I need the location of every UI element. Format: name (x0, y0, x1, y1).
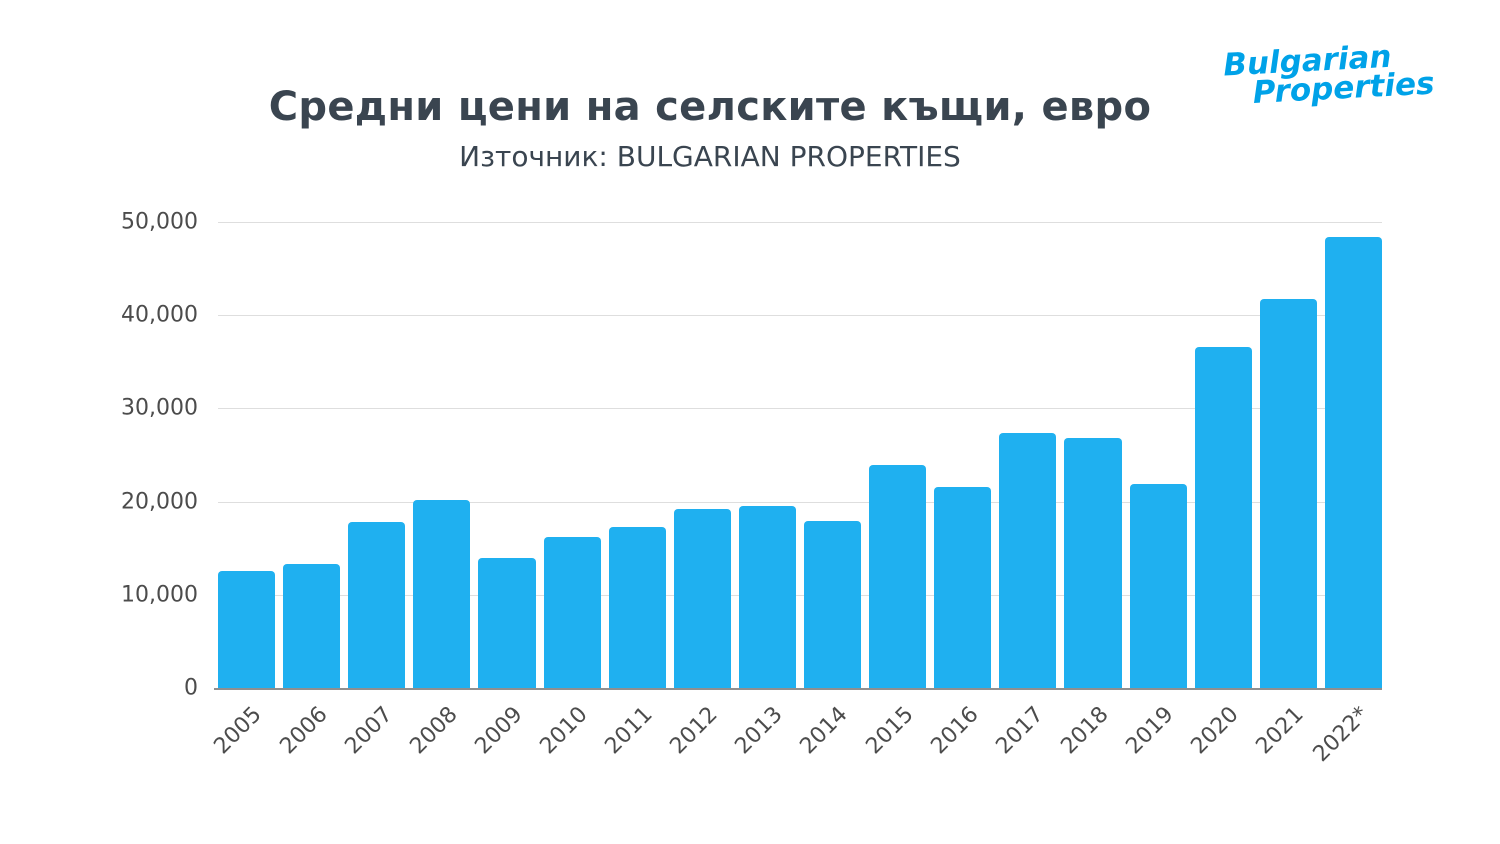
bar-column (738, 222, 796, 688)
x-tick-label: 2012 (665, 702, 723, 760)
y-tick-label: 20,000 (121, 489, 198, 515)
bulgarian-properties-logo: Bulgarian Properties (1223, 39, 1436, 112)
bar-column (673, 222, 731, 688)
x-tick-cell: 2007 (340, 690, 405, 810)
bar-column (999, 222, 1057, 688)
bar-2021 (1259, 299, 1317, 688)
x-tick-label: 2005 (209, 702, 268, 760)
x-tick-label: 2017 (991, 702, 1049, 760)
gridline (218, 315, 1382, 317)
bar-column (478, 222, 536, 688)
bar-2014 (803, 521, 862, 688)
x-tick-cell: 2020 (1186, 690, 1252, 810)
chart-header: Средни цени на селските къщи, евро Източ… (0, 84, 1420, 173)
bar-column (283, 222, 341, 688)
x-tick-cell: 2015 (861, 690, 926, 810)
bar-2005 (218, 570, 276, 688)
bar-2006 (283, 564, 341, 688)
x-tick-cell: 2010 (535, 690, 601, 810)
plot-area (214, 222, 1382, 690)
gridline (218, 594, 1382, 596)
bars (218, 222, 1382, 688)
x-tick-label: 2011 (600, 702, 658, 760)
bar-2013 (738, 506, 796, 688)
bar-column (869, 222, 927, 688)
x-tick-label: 2007 (340, 702, 398, 760)
x-tick-label: 2013 (730, 702, 788, 760)
x-tick-label: 2006 (274, 702, 333, 760)
gridline (218, 501, 1382, 503)
x-tick-cell: 2009 (470, 690, 535, 810)
x-tick-label: 2010 (535, 702, 593, 760)
bar-column (543, 222, 601, 688)
x-tick-label: 2015 (860, 702, 919, 760)
x-tick-label: 2009 (470, 702, 528, 760)
y-tick-label: 50,000 (121, 209, 198, 235)
x-tick-label: 2018 (1056, 702, 1114, 760)
bar-2009 (478, 558, 536, 688)
bar-column (803, 222, 862, 688)
bar-2015 (869, 465, 927, 688)
x-tick-cell: 2016 (926, 690, 991, 810)
bar-2011 (608, 526, 666, 688)
x-tick-cell: 2019 (1121, 690, 1187, 810)
bar-column (348, 222, 406, 688)
bar-2022 (1324, 236, 1382, 688)
y-tick-label: 40,000 (121, 302, 198, 328)
bar-2020 (1194, 346, 1252, 688)
chart-title: Средни цени на селските къщи, евро (268, 84, 1152, 130)
x-axis-line (214, 688, 1382, 690)
bar-2012 (673, 509, 731, 688)
bar-2008 (413, 499, 471, 688)
bar-2007 (348, 522, 406, 688)
y-tick-label: 10,000 (121, 582, 198, 608)
x-tick-cell: 2014 (796, 690, 861, 810)
x-tick-cell: 2012 (666, 690, 731, 810)
chart-subtitle: Източник: BULGARIAN PROPERTIES (459, 140, 961, 173)
y-axis-labels: 0 10,000 20,000 30,000 40,000 50,000 (0, 210, 198, 701)
y-tick-label: 30,000 (121, 395, 198, 421)
x-tick-label: 2016 (926, 702, 984, 760)
bar-column (1064, 222, 1122, 688)
x-tick-label: 2022* (1308, 702, 1374, 768)
bar-column (413, 222, 471, 688)
x-tick-label: 2014 (795, 702, 854, 760)
gridline (218, 408, 1382, 410)
bar-2018 (1064, 438, 1122, 688)
x-tick-cell: 2018 (1056, 690, 1121, 810)
bar-2019 (1129, 483, 1187, 688)
x-tick-label: 2021 (1251, 702, 1309, 760)
gridline (218, 222, 1382, 223)
bar-column (1324, 222, 1382, 688)
x-tick-cell: 2011 (600, 690, 666, 810)
bar-column (1194, 222, 1252, 688)
x-tick-cell: 2005 (210, 690, 275, 810)
gridlines (218, 222, 1382, 688)
bar-column (218, 222, 276, 688)
x-tick-label: 2020 (1186, 702, 1244, 760)
x-tick-cell: 2022* (1309, 690, 1382, 810)
bar-column (608, 222, 666, 688)
x-tick-cell: 2006 (275, 690, 340, 810)
y-tick-label: 0 (184, 675, 198, 701)
bar-column (1129, 222, 1187, 688)
x-tick-cell: 2013 (731, 690, 796, 810)
bar-2010 (543, 537, 601, 688)
bar-column (1259, 222, 1317, 688)
x-tick-label: 2019 (1121, 702, 1179, 760)
x-tick-cell: 2017 (991, 690, 1056, 810)
x-tick-label: 2008 (405, 702, 463, 760)
x-tick-cell: 2008 (405, 690, 470, 810)
bar-column (934, 222, 992, 688)
bar-2016 (934, 486, 992, 688)
x-axis-labels: 2005 2006 2007 2008 2009 2010 2011 2012 2013 2014… (210, 690, 1382, 810)
bar-2017 (999, 432, 1057, 688)
